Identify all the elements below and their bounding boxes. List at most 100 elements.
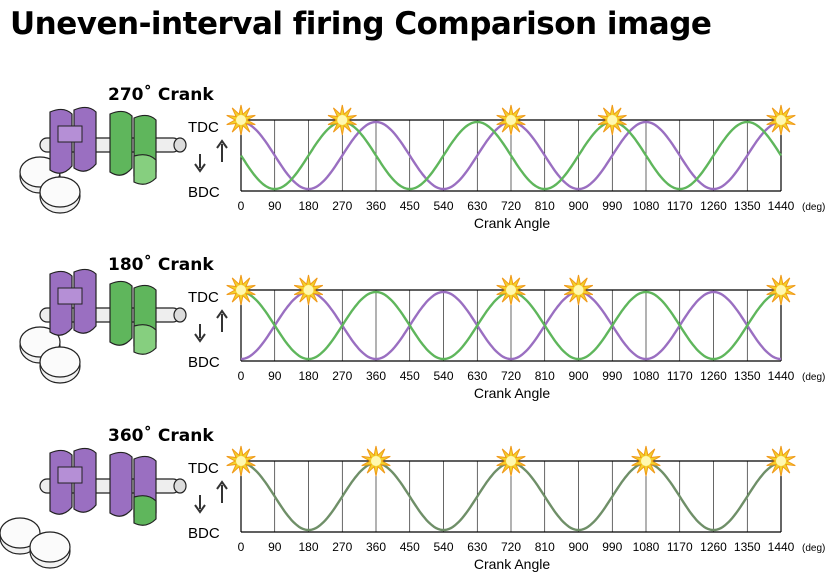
page-title: Uneven-interval firing Comparison image <box>10 6 712 42</box>
x-tick-label: 810 <box>535 199 555 213</box>
x-tick-label: 1440 <box>768 369 795 383</box>
x-tick-label: 540 <box>433 199 453 213</box>
x-tick-label: 360 <box>366 540 386 554</box>
green-crank-web <box>133 324 157 355</box>
x-tick-label: 1350 <box>734 369 761 383</box>
x-tick-label: 1260 <box>700 199 727 213</box>
panel-title: 360˚ Crank <box>108 424 214 446</box>
crankshaft-180-icon <box>19 268 187 384</box>
piston-top <box>29 531 71 563</box>
x-tick-label: 1350 <box>734 199 761 213</box>
green-series-line <box>239 120 783 191</box>
tdc-label: TDC <box>188 289 219 306</box>
crankshaft-360-icon <box>0 447 187 569</box>
x-tick-label: 630 <box>467 199 487 213</box>
spark-core <box>776 456 786 466</box>
spark-core <box>506 456 516 466</box>
x-tick-label: 540 <box>433 369 453 383</box>
green-crank-throw <box>109 110 133 176</box>
piston-top <box>0 517 41 549</box>
x-tick-label: 450 <box>400 199 420 213</box>
spark-core <box>236 115 246 125</box>
x-tick-label: 1350 <box>734 540 761 554</box>
x-tick-label: 270 <box>332 540 352 554</box>
x-tick-label: 270 <box>332 199 352 213</box>
green-crank-web <box>133 495 157 526</box>
x-tick-label: 0 <box>238 540 245 554</box>
x-axis-label: Crank Angle <box>474 215 550 231</box>
purple-crank-pin <box>57 125 83 143</box>
panel-title: 270˚ Crank <box>108 83 214 105</box>
x-tick-label: 90 <box>268 369 282 383</box>
panel-3: 360˚ Crank TDC BDC 0 90 180 270 360 450 540 630 720… <box>0 424 825 572</box>
x-tick-label: 0 <box>238 199 245 213</box>
purple-crank-throw <box>73 106 97 172</box>
panel-title: 180˚ Crank <box>108 253 214 275</box>
unit-label: (deg) <box>802 372 825 383</box>
x-tick-label: 1170 <box>667 199 693 213</box>
x-tick-label: 1440 <box>768 540 795 554</box>
panel-1: 270˚ Crank TDC BDC 0 90 180 270 360 450 540 630 720… <box>19 83 825 231</box>
x-tick-label: 90 <box>268 540 282 554</box>
x-tick-label: 900 <box>568 540 588 554</box>
x-tick-label: 720 <box>501 540 521 554</box>
x-tick-label: 90 <box>268 199 282 213</box>
x-tick-label: 630 <box>467 369 487 383</box>
purple-crank-throw <box>73 268 97 334</box>
spark-core <box>776 285 786 295</box>
unit-label: (deg) <box>802 202 825 213</box>
x-tick-label: 720 <box>501 199 521 213</box>
unit-label: (deg) <box>802 543 825 554</box>
x-tick-label: 360 <box>366 199 386 213</box>
spark-core <box>506 115 516 125</box>
x-tick-label: 1080 <box>633 369 660 383</box>
green-crank-throw <box>109 280 133 346</box>
piston-top <box>39 346 81 378</box>
x-tick-label: 630 <box>467 540 487 554</box>
x-tick-label: 1170 <box>667 369 693 383</box>
piston-top <box>39 176 81 208</box>
green-crank-throw <box>109 451 133 517</box>
bdc-label: BDC <box>188 354 220 371</box>
x-axis-label: Crank Angle <box>474 385 550 401</box>
x-tick-label: 900 <box>568 369 588 383</box>
up-arrow-icon <box>216 309 228 332</box>
x-tick-label: 990 <box>602 540 622 554</box>
x-tick-label: 1260 <box>700 369 727 383</box>
shaft-end <box>173 137 187 153</box>
crankshaft-270-icon <box>19 106 187 214</box>
spark-core <box>506 285 516 295</box>
tdc-label: TDC <box>188 119 219 136</box>
spark-core <box>371 456 381 466</box>
green-crank-web <box>133 154 157 185</box>
spark-core <box>573 285 584 295</box>
panel-2: 180˚ Crank TDC BDC 0 90 180 270 360 450 540 630 720… <box>19 253 825 401</box>
x-tick-label: 990 <box>602 199 622 213</box>
spark-core <box>236 456 246 466</box>
down-arrow-icon <box>194 154 206 173</box>
x-axis-label: Crank Angle <box>474 556 550 572</box>
bdc-label: BDC <box>188 525 220 542</box>
bdc-label: BDC <box>188 184 220 201</box>
x-tick-label: 1440 <box>768 199 795 213</box>
x-tick-label: 180 <box>298 369 318 383</box>
x-tick-label: 450 <box>400 369 420 383</box>
tdc-label: TDC <box>188 460 219 477</box>
spark-core <box>776 115 786 125</box>
x-tick-label: 1080 <box>633 540 660 554</box>
x-tick-label: 0 <box>238 369 245 383</box>
x-tick-label: 180 <box>298 199 318 213</box>
purple-series-line <box>240 290 782 361</box>
up-arrow-icon <box>216 480 228 503</box>
up-arrow-icon <box>216 139 228 162</box>
x-tick-label: 360 <box>366 369 386 383</box>
spark-core <box>303 285 314 295</box>
x-tick-label: 900 <box>568 199 588 213</box>
x-tick-label: 810 <box>535 369 555 383</box>
spark-core <box>641 456 651 466</box>
spark-core <box>236 285 246 295</box>
spark-core <box>607 115 618 125</box>
down-arrow-icon <box>194 495 206 514</box>
x-tick-label: 540 <box>433 540 453 554</box>
